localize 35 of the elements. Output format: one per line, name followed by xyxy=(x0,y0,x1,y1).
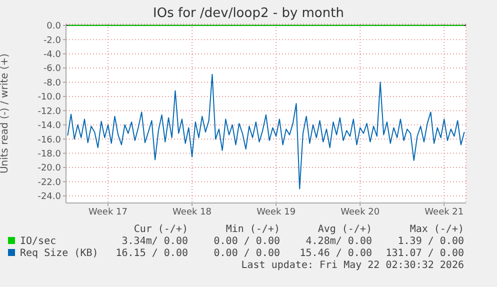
text: Last update: Fri May 22 02:30:32 2026 xyxy=(240,260,464,272)
x-tick-label: Week 17 xyxy=(88,207,128,218)
y-tick-label: -18.0 xyxy=(38,149,62,160)
text: 3.34m/ 0.00 xyxy=(120,236,188,248)
text: 15.46 / 0.00 xyxy=(298,248,372,260)
text: Min (-/+) xyxy=(224,224,280,236)
y-tick-label: -22.0 xyxy=(38,178,62,188)
text: Avg (-/+) xyxy=(316,224,372,236)
y-tick-label: -16.0 xyxy=(38,135,62,146)
legend-label: IO/sec xyxy=(19,236,58,248)
x-tick-label: Week 18 xyxy=(172,207,212,218)
text: Max (-/+) xyxy=(408,224,464,236)
y-tick-label: -8.0 xyxy=(43,78,62,88)
text: 4.28m/ 0.00 xyxy=(304,236,372,248)
y-axis-title: Units read (-) / write (+) xyxy=(0,53,11,174)
y-tick-label: -6.0 xyxy=(43,64,62,74)
text: 16.15 / 0.00 xyxy=(114,248,188,260)
x-tick-label: Week 20 xyxy=(340,207,380,218)
legend-label: Req Size (KB) xyxy=(19,248,100,260)
text: 0.00 / 0.00 xyxy=(212,248,280,260)
text: Cur (-/+) xyxy=(132,224,188,236)
x-tick-label: Week 21 xyxy=(424,207,464,218)
y-tick-label: -4.0 xyxy=(43,50,62,60)
y-tick-label: -2.0 xyxy=(43,36,62,46)
y-tick-label: -24.0 xyxy=(38,192,62,202)
x-tick-label: Week 19 xyxy=(256,207,296,218)
text: 0.00 / 0.00 xyxy=(212,236,280,248)
y-tick-label: 0.0 xyxy=(46,22,62,32)
chart-title: IOs for /dev/loop2 - by month xyxy=(152,6,345,21)
y-tick-label: -14.0 xyxy=(38,121,62,132)
text: 1.39 / 0.00 xyxy=(396,236,464,248)
y-tick-label: -12.0 xyxy=(38,106,62,117)
y-tick-label: -10.0 xyxy=(38,92,62,103)
text: 131.07 / 0.00 xyxy=(384,248,464,260)
y-tick-label: -20.0 xyxy=(38,164,62,174)
